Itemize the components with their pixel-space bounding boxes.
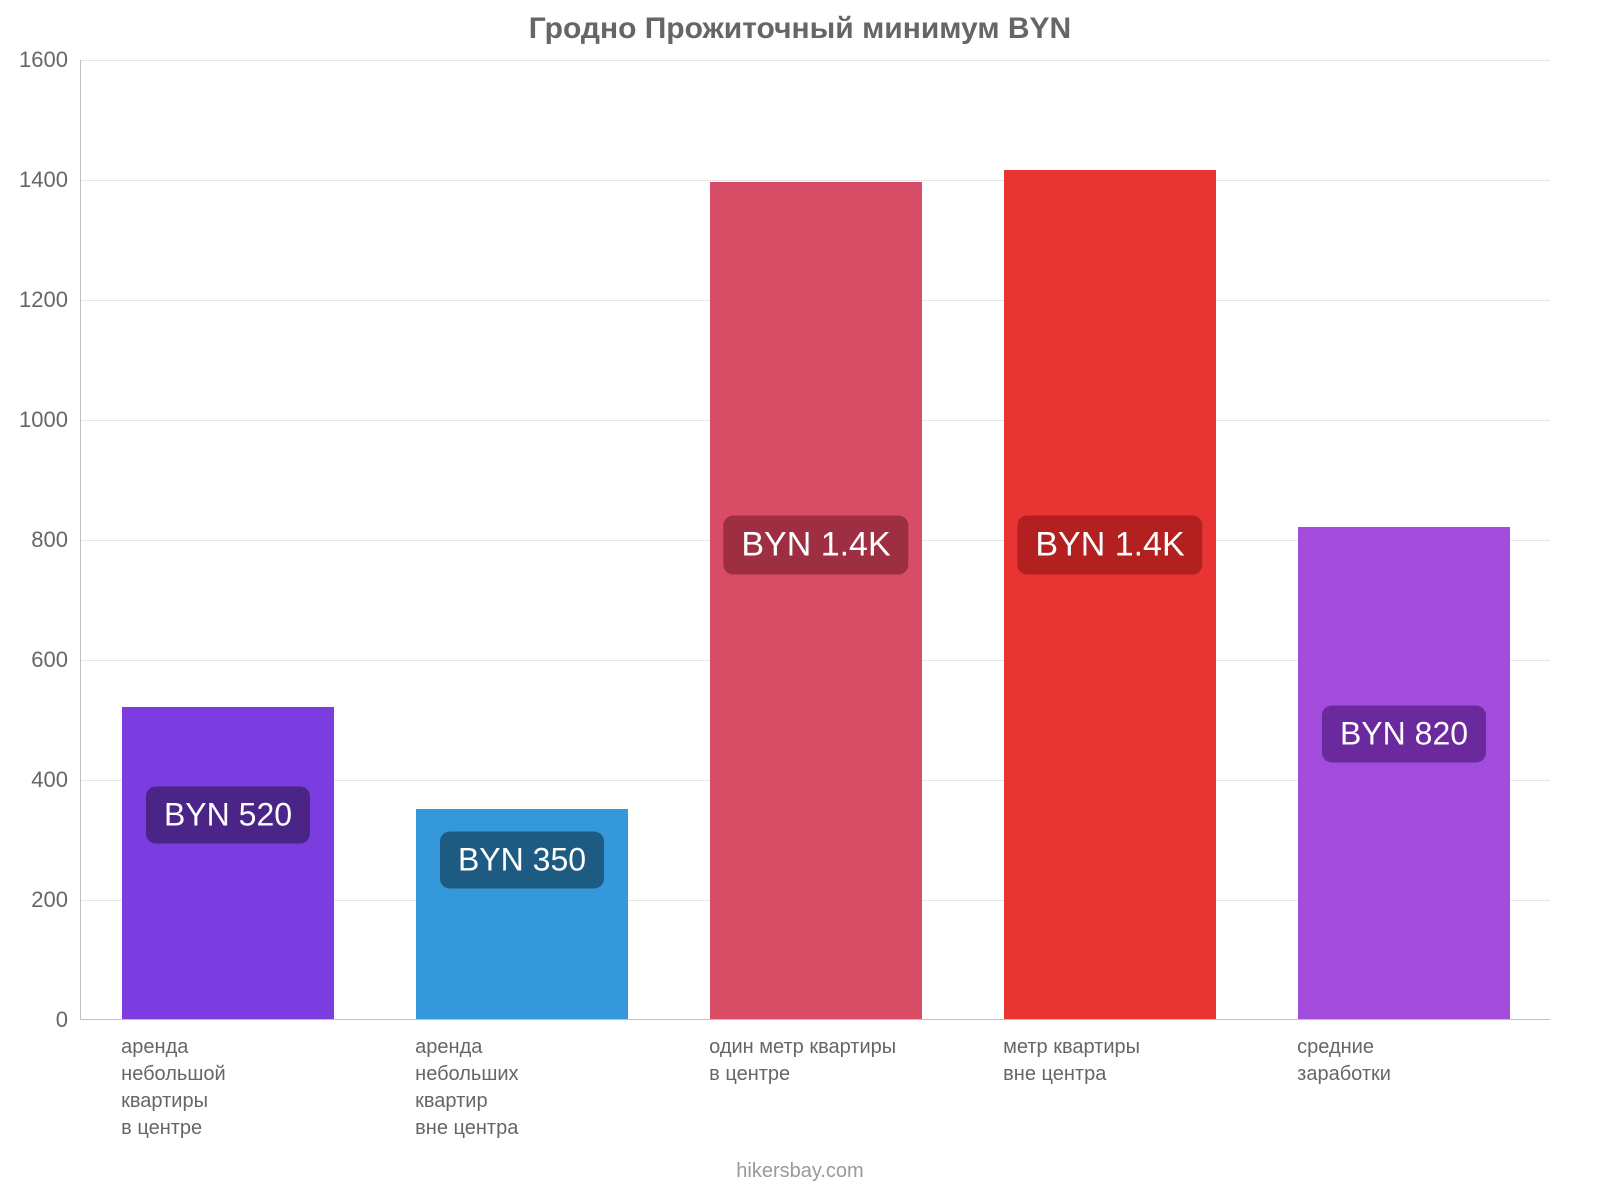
y-tick-label: 1600 bbox=[0, 47, 68, 73]
value-badge: BYN 350 bbox=[440, 832, 604, 889]
x-category-label: метр квартиры вне центра bbox=[1003, 1034, 1215, 1088]
y-tick-label: 400 bbox=[0, 767, 68, 793]
y-tick-label: 800 bbox=[0, 527, 68, 553]
bar-chart: Гродно Прожиточный минимум BYN BYN 520BY… bbox=[0, 0, 1600, 1200]
y-tick-label: 200 bbox=[0, 887, 68, 913]
bar bbox=[710, 182, 922, 1019]
bar bbox=[1004, 170, 1216, 1019]
y-tick-label: 1400 bbox=[0, 167, 68, 193]
y-tick-label: 600 bbox=[0, 647, 68, 673]
bar bbox=[1298, 527, 1510, 1019]
x-category-label: один метр квартиры в центре bbox=[709, 1034, 921, 1088]
y-tick-label: 0 bbox=[0, 1007, 68, 1033]
y-tick-label: 1000 bbox=[0, 407, 68, 433]
x-category-label: аренда небольших квартир вне центра bbox=[415, 1034, 627, 1142]
chart-footer: hikersbay.com bbox=[0, 1160, 1600, 1183]
value-badge: BYN 1.4K bbox=[1017, 516, 1202, 575]
bar bbox=[122, 707, 334, 1019]
gridline bbox=[81, 180, 1550, 181]
value-badge: BYN 520 bbox=[146, 787, 310, 844]
x-category-label: аренда небольшой квартиры в центре bbox=[121, 1034, 333, 1142]
plot-area: BYN 520 BYN 350 BYN 1.4K BYN 1.4K BYN 820 bbox=[80, 60, 1550, 1020]
value-badge: BYN 820 bbox=[1322, 706, 1486, 763]
value-badge: BYN 1.4K bbox=[723, 516, 908, 575]
chart-title: Гродно Прожиточный минимум BYN bbox=[0, 12, 1600, 46]
gridline bbox=[81, 60, 1550, 61]
x-category-label: средние заработки bbox=[1297, 1034, 1509, 1088]
y-tick-label: 1200 bbox=[0, 287, 68, 313]
